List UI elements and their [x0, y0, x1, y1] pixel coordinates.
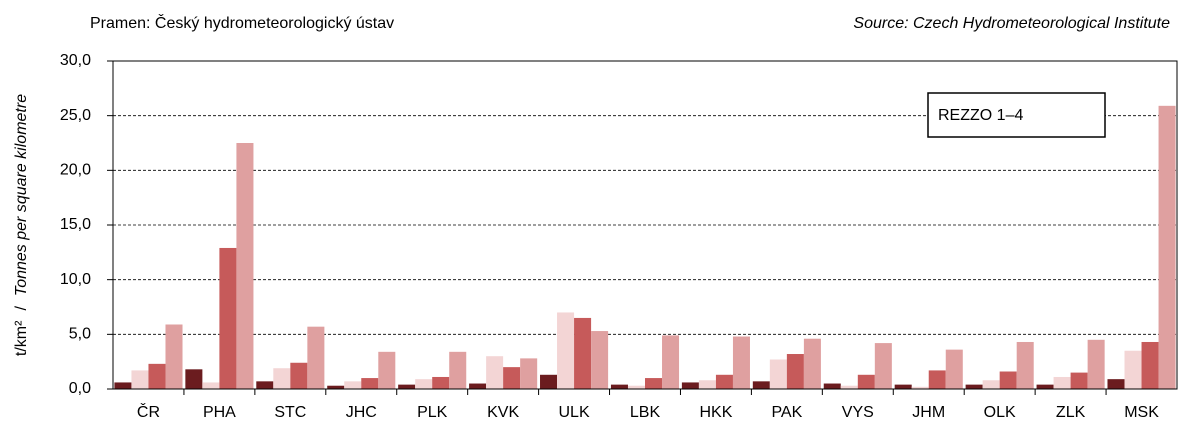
bar — [520, 358, 538, 389]
x-tick-label: ČR — [137, 402, 160, 421]
bar — [256, 381, 274, 389]
bar — [715, 374, 733, 389]
bar — [610, 384, 628, 389]
bar — [1124, 350, 1142, 389]
x-tick-label: PAK — [771, 404, 802, 421]
bar — [591, 331, 609, 389]
bar — [503, 367, 521, 389]
x-tick-label: LBK — [630, 404, 661, 421]
bar — [398, 384, 416, 389]
x-tick-label: ZLK — [1056, 404, 1086, 421]
bar — [823, 383, 841, 389]
bar — [945, 349, 963, 389]
bar — [786, 354, 804, 389]
bar — [965, 384, 983, 389]
bar — [1053, 376, 1071, 389]
bar — [698, 380, 716, 389]
y-label-sep: / — [13, 306, 30, 311]
bar — [273, 368, 291, 389]
y-tick-label: 30,0 — [60, 52, 91, 69]
bar — [469, 383, 487, 389]
x-tick-label: PLK — [417, 404, 448, 421]
y-axis-label: t/km² / Tonnes per square kilometre — [13, 94, 30, 356]
bar — [1107, 379, 1125, 389]
bar — [769, 359, 787, 389]
bar — [645, 378, 663, 389]
y-tick-label: 10,0 — [60, 271, 91, 288]
x-tick-label: KVK — [487, 404, 519, 421]
y-label-text: Tonnes per square kilometre — [13, 94, 30, 296]
annotation: REZZO 1–4 — [938, 107, 1023, 124]
bar — [911, 386, 929, 389]
x-tick-label: JHM — [912, 404, 945, 421]
bar — [894, 384, 912, 389]
bar — [928, 370, 946, 389]
bar — [185, 369, 203, 389]
source-cz: Pramen: Český hydrometeorologický ústav — [90, 13, 394, 32]
y-tick-label: 15,0 — [60, 216, 91, 233]
bar — [874, 343, 892, 389]
bar — [857, 374, 875, 389]
bar — [415, 379, 433, 389]
source-en: Source: Czech Hydrometeorological Instit… — [853, 15, 1170, 32]
bar — [290, 362, 308, 389]
bar — [344, 381, 362, 389]
bar — [236, 143, 254, 389]
bar — [131, 370, 149, 389]
bar — [681, 382, 699, 389]
bar — [1141, 341, 1159, 389]
bar — [1087, 339, 1105, 389]
bar — [219, 247, 237, 389]
bar — [165, 324, 183, 389]
bar — [148, 363, 166, 389]
x-tick-label: PHA — [203, 404, 236, 421]
bar — [662, 335, 680, 389]
bar — [540, 374, 558, 389]
bar — [202, 382, 220, 389]
bar — [982, 380, 1000, 389]
bar — [307, 326, 325, 389]
bar — [574, 317, 592, 389]
bar — [840, 385, 858, 389]
bar — [432, 376, 450, 389]
bar — [1158, 105, 1176, 390]
bar — [752, 381, 770, 389]
y-tick-label: 25,0 — [60, 107, 91, 124]
bar — [378, 351, 396, 389]
x-tick-label: STC — [274, 404, 306, 421]
bar — [732, 336, 750, 389]
bar — [449, 351, 467, 389]
x-tick-label: OLK — [984, 404, 1016, 421]
x-tick-label: VYS — [842, 404, 874, 421]
bar — [327, 385, 345, 389]
bar — [557, 312, 575, 389]
y-tick-label: 5,0 — [69, 326, 91, 343]
y-label: t/km² / Tonnes per square kilometre — [13, 94, 30, 356]
bar — [999, 371, 1017, 389]
y-tick-label: 0,0 — [69, 380, 91, 397]
x-tick-label: MSK — [1124, 404, 1159, 421]
annotation-box — [927, 92, 1106, 138]
bar — [803, 338, 821, 389]
bar — [1036, 384, 1054, 389]
plot-frame — [112, 60, 1178, 390]
bar — [1016, 341, 1034, 389]
bar — [114, 382, 132, 389]
x-tick-label: ULK — [559, 404, 590, 421]
bar — [486, 356, 504, 389]
y-tick-label: 20,0 — [60, 162, 91, 179]
bar — [361, 378, 379, 389]
x-tick-label: HKK — [699, 404, 732, 421]
bar — [1070, 372, 1088, 389]
y-label-unit: t/km² — [13, 320, 30, 356]
x-tick-label: JHC — [346, 404, 377, 421]
bar — [627, 385, 645, 389]
